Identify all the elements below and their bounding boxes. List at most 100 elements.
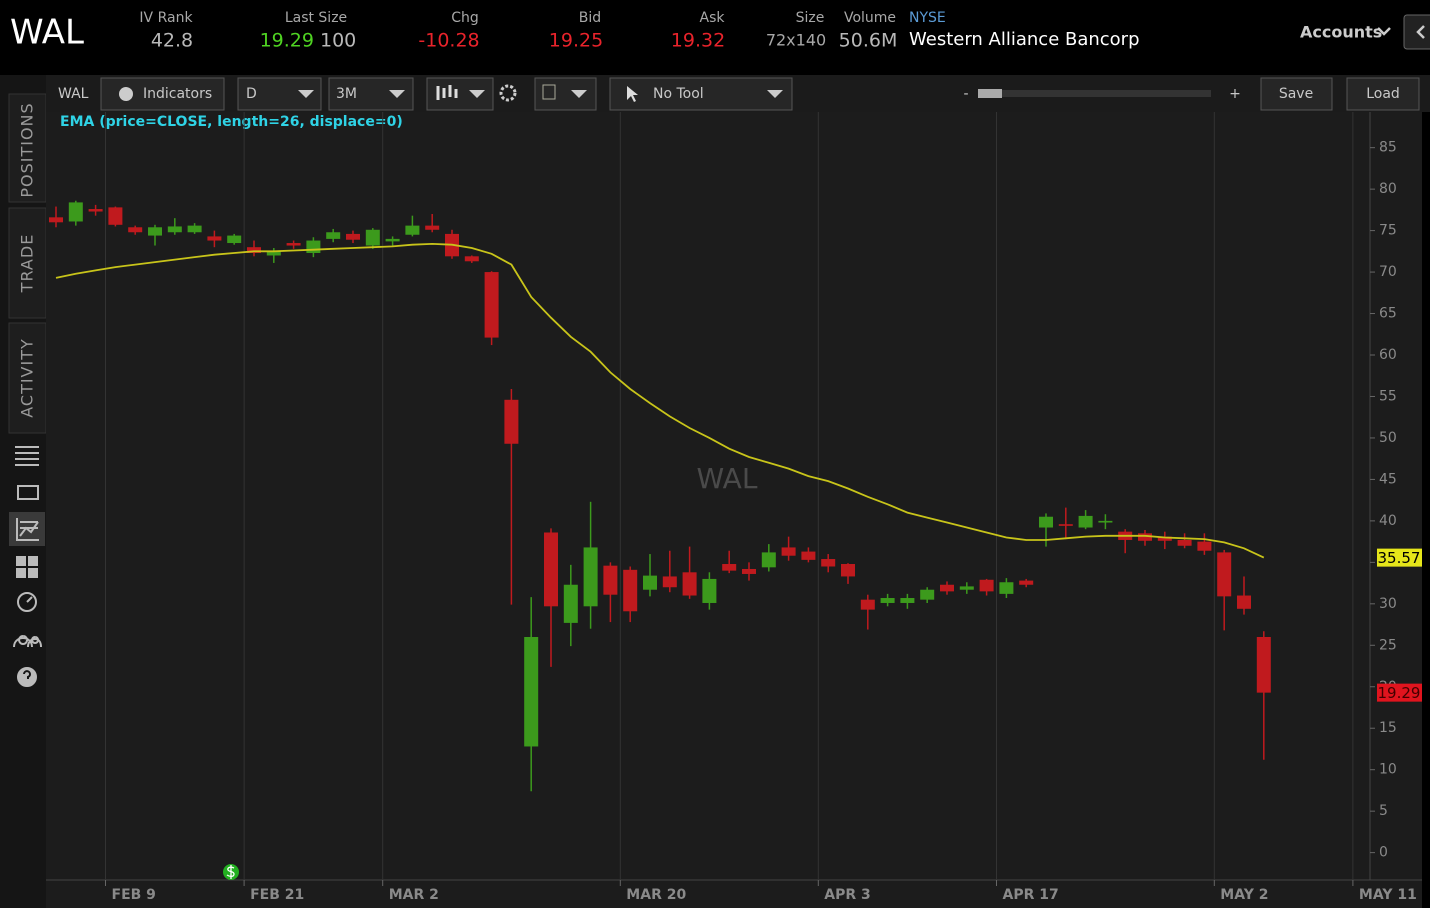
y-tick-label: 75 bbox=[1379, 223, 1397, 239]
y-tick-label: 60 bbox=[1379, 347, 1397, 363]
candle-body bbox=[187, 225, 202, 233]
candle-body bbox=[88, 209, 103, 212]
period-label[interactable]: 3M bbox=[336, 86, 357, 102]
price-bubble-label: 35.57 bbox=[1378, 549, 1421, 567]
candle-body bbox=[247, 247, 261, 253]
candle-body bbox=[306, 240, 321, 253]
tab-label[interactable]: TRADE bbox=[18, 234, 37, 294]
list-icon[interactable] bbox=[15, 446, 39, 466]
x-tick-label: APR 3 bbox=[824, 887, 871, 903]
candle-body bbox=[880, 598, 895, 603]
y-tick-label: 80 bbox=[1379, 181, 1397, 197]
candle-body bbox=[128, 227, 143, 233]
dropdown-arrow bbox=[469, 90, 485, 98]
candle-body bbox=[1138, 533, 1152, 541]
field-label: Bid bbox=[579, 10, 601, 26]
tool-label[interactable]: No Tool bbox=[653, 86, 704, 102]
gauge-needle bbox=[26, 596, 33, 603]
load-label[interactable]: Load bbox=[1366, 86, 1400, 102]
candle-body bbox=[801, 551, 816, 560]
gauge-icon[interactable] bbox=[17, 592, 37, 612]
field-value: 19.29 bbox=[260, 30, 314, 52]
candle-body bbox=[563, 584, 578, 623]
candle-body bbox=[1019, 580, 1034, 585]
dropdown-arrow bbox=[298, 90, 314, 98]
zoom-out[interactable]: - bbox=[963, 86, 968, 102]
indicators-icon bbox=[119, 87, 133, 101]
tab[interactable] bbox=[8, 93, 47, 203]
candle-body bbox=[1098, 520, 1113, 523]
dividend-glyph bbox=[226, 865, 235, 879]
people-icon[interactable] bbox=[13, 635, 42, 648]
zoom-track[interactable] bbox=[978, 90, 1211, 97]
y-tick-label: 30 bbox=[1379, 596, 1397, 612]
y-tick-label: 25 bbox=[1379, 637, 1397, 653]
candle-body bbox=[781, 547, 796, 556]
field-label: Ask bbox=[700, 10, 726, 26]
field-label: IV Rank bbox=[139, 10, 193, 26]
candle-body bbox=[821, 559, 836, 567]
accounts-chevron[interactable] bbox=[1377, 27, 1391, 36]
toolbar-symbol[interactable]: WAL bbox=[58, 86, 89, 102]
field-value: 42.8 bbox=[151, 30, 193, 52]
y-tick-label: 40 bbox=[1379, 513, 1397, 529]
y-tick-label: 65 bbox=[1379, 306, 1397, 322]
price-bubble bbox=[1377, 683, 1422, 702]
y-tick-label: 85 bbox=[1379, 140, 1397, 156]
zoom-thumb[interactable] bbox=[978, 89, 1002, 98]
candle-body bbox=[1217, 552, 1232, 597]
candle-body bbox=[227, 235, 242, 244]
candle-body bbox=[1197, 541, 1212, 551]
candle-body bbox=[742, 568, 756, 574]
indicator-label[interactable]: EMA (price=CLOSE, length=26, displace=0) bbox=[60, 114, 403, 130]
chart-icon[interactable] bbox=[16, 518, 39, 541]
field-value: 50.6M bbox=[839, 30, 898, 52]
load-button[interactable] bbox=[1346, 77, 1420, 111]
dropdown-arrow bbox=[571, 90, 587, 98]
drawing-select[interactable] bbox=[534, 77, 597, 111]
symbol: WAL bbox=[10, 13, 84, 53]
save-label[interactable]: Save bbox=[1279, 86, 1313, 102]
candle-body bbox=[108, 207, 123, 225]
field-label: Chg bbox=[451, 10, 479, 26]
field-value: -10.28 bbox=[418, 30, 479, 52]
aggregation-label[interactable]: D bbox=[246, 86, 257, 102]
zoom-in[interactable]: + bbox=[1229, 86, 1241, 102]
candle-body bbox=[603, 565, 618, 595]
save-button[interactable] bbox=[1260, 77, 1333, 111]
exchange[interactable]: NYSE bbox=[909, 10, 946, 26]
settings-button[interactable] bbox=[499, 84, 517, 102]
candle-body bbox=[464, 256, 479, 262]
field-label: Size bbox=[796, 10, 825, 26]
candle-body bbox=[365, 229, 380, 246]
grid-icon[interactable] bbox=[16, 556, 38, 578]
y-tick-label: 45 bbox=[1379, 471, 1397, 487]
tv-icon[interactable] bbox=[17, 485, 39, 500]
candle-body bbox=[425, 225, 440, 230]
tab[interactable] bbox=[8, 207, 47, 319]
tool-select[interactable] bbox=[609, 77, 793, 111]
accounts-button[interactable]: Accounts bbox=[1300, 23, 1382, 42]
price-bubble bbox=[1377, 548, 1422, 567]
candle-body bbox=[286, 243, 301, 246]
y-tick-label: 50 bbox=[1379, 430, 1397, 446]
y-tick-label: 70 bbox=[1379, 264, 1397, 280]
candle-body bbox=[979, 579, 994, 592]
tab-label[interactable]: POSITIONS bbox=[18, 102, 37, 197]
x-tick-label: APR 17 bbox=[1003, 887, 1059, 903]
ema-line bbox=[55, 242, 1265, 559]
candle-body bbox=[1237, 595, 1251, 609]
field-value: 19.32 bbox=[671, 30, 725, 52]
dropdown-arrow bbox=[389, 90, 405, 98]
candle-body bbox=[1078, 515, 1093, 528]
x-tick-label: MAY 11 bbox=[1359, 887, 1417, 903]
candle-body bbox=[1256, 636, 1271, 693]
x-tick-label: MAR 2 bbox=[389, 887, 439, 903]
indicators-label[interactable]: Indicators bbox=[143, 86, 212, 102]
candle-body bbox=[662, 576, 677, 588]
tab-label[interactable]: ACTIVITY bbox=[18, 338, 37, 418]
field-label: Volume bbox=[844, 10, 896, 26]
candle-body bbox=[1039, 516, 1053, 528]
x-tick-label: MAY 2 bbox=[1220, 887, 1268, 903]
